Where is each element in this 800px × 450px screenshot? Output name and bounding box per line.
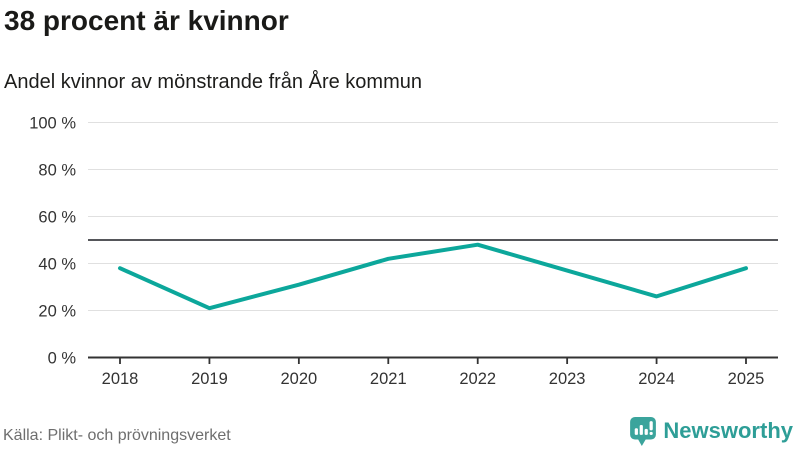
y-axis-label: 40 % [38, 256, 76, 274]
y-axis-label: 80 % [38, 162, 76, 180]
x-axis-label: 2021 [370, 370, 407, 388]
x-axis-label: 2024 [638, 370, 675, 388]
newsworthy-logo-icon [630, 416, 657, 446]
x-axis-label: 2025 [728, 370, 765, 388]
x-axis-label: 2022 [459, 370, 496, 388]
x-axis-label: 2020 [280, 370, 317, 388]
newsworthy-logo-text: Newsworthy [663, 418, 793, 443]
y-axis-label: 0 % [48, 350, 77, 368]
chart-subtitle: Andel kvinnor av mönstrande från Åre kom… [4, 71, 422, 93]
data-line [118, 242, 748, 311]
source-note: Källa: Plikt- och prövningsverket [3, 427, 231, 444]
y-axis-label: 100 % [29, 115, 76, 133]
y-axis-label: 20 % [38, 303, 76, 321]
x-axis-label: 2019 [191, 370, 228, 388]
newsworthy-logo: Newsworthy [630, 416, 793, 446]
x-axis-label: 2023 [549, 370, 586, 388]
chart-title: 38 procent är kvinnor [4, 5, 289, 36]
x-axis-label: 2018 [102, 370, 139, 388]
y-axis-label: 60 % [38, 209, 76, 227]
